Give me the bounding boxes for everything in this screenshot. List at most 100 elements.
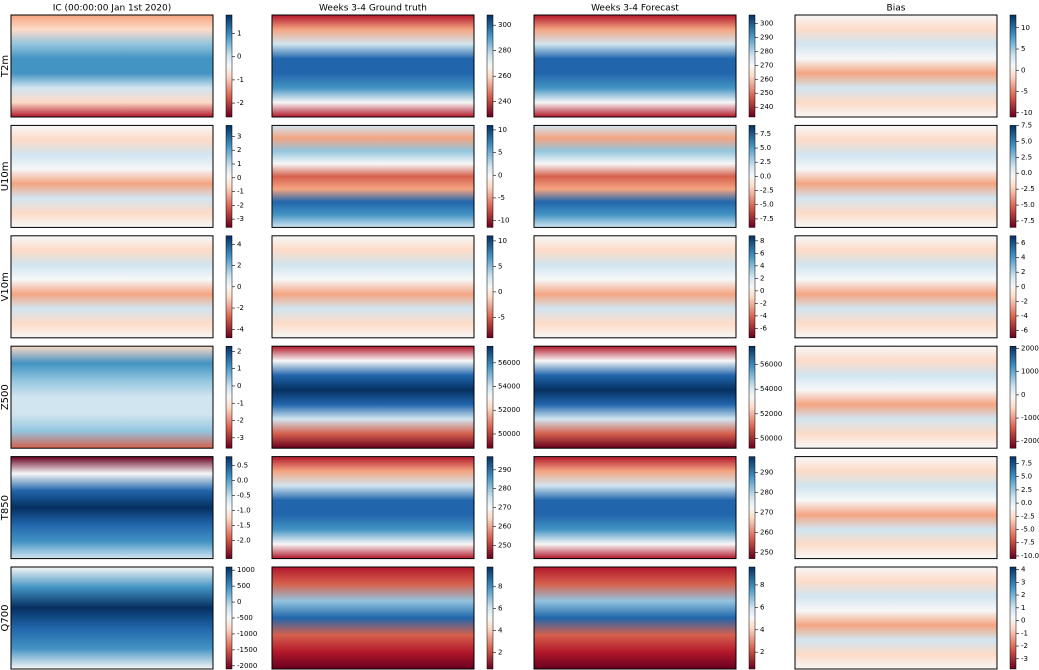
map-field [272,15,474,117]
colorbar-tick-label: -1500 [237,646,257,654]
colorbar-tick-label: -3 [1021,655,1028,663]
colorbar-tick-label: 2.5 [1021,153,1032,161]
colorbar-tick-label: 2 [1021,268,1025,276]
map-field [795,457,997,559]
colorbar-tick-label: 0 [237,382,241,390]
colorbar [1010,15,1016,117]
colorbar-tick-label: -4 [1021,312,1029,320]
colorbar-tick-label: 2 [760,274,764,282]
colorbar-tick-label: 300 [498,21,511,29]
map-field [11,236,213,338]
colorbar-tick-label: 4 [760,262,765,270]
colorbar-tick-label: 1000 [237,566,255,574]
row-label: Q700 [0,605,11,632]
colorbar [749,346,755,448]
map-field [534,346,736,448]
colorbar-tick-label: -1 [237,76,244,84]
page: IC (00:00:00 Jan 1st 2020)Weeks 3-4 Grou… [0,0,1039,670]
colorbar-tick-label: 500 [237,582,250,590]
colorbar-tick-label: 3 [237,132,241,140]
map-field [795,125,997,227]
colorbar-tick-label: 290 [498,466,511,474]
column-title: IC (00:00:00 Jan 1st 2020) [53,4,172,14]
colorbar [487,346,493,448]
colorbar-tick-label: 2 [237,146,241,154]
colorbar-tick-label: -2 [237,201,244,209]
colorbar-tick-label: 300 [760,19,773,27]
colorbar-tick-label: 5.0 [760,144,771,152]
colorbar-tick-label: 290 [760,33,773,41]
colorbar-tick-label: 2 [760,648,764,656]
colorbar [749,567,755,669]
colorbar [1010,346,1016,448]
colorbar-tick-label: 0 [760,287,764,295]
colorbar-tick-label: 250 [760,89,773,97]
colorbar [487,236,493,338]
colorbar [749,457,755,559]
map-field [11,15,213,117]
colorbar-tick-label: 7.5 [1021,121,1032,129]
colorbar [749,15,755,117]
colorbar-tick-label: 50000 [760,434,782,442]
colorbar-tick-label: -2 [237,99,244,107]
colorbar-tick-label: 2.5 [760,158,771,166]
colorbar-tick-label: 0 [1021,391,1025,399]
colorbar-tick-label: -5.0 [760,201,774,209]
colorbar-tick-label: 10 [1021,24,1030,32]
colorbar-tick-label: -2.5 [1021,512,1035,520]
map-field [11,567,213,669]
map-field [11,457,213,559]
colorbar-tick-label: -2 [760,299,767,307]
colorbar [1010,457,1016,559]
colorbar-tick-label: -7.5 [1021,217,1035,225]
colorbar-tick-label: -2 [237,304,244,312]
colorbar-tick-label: 290 [760,469,773,477]
colorbar-tick-label: 0.0 [1021,169,1032,177]
colorbar-tick-label: 0 [237,283,241,291]
map-field [534,15,736,117]
colorbar [487,457,493,559]
colorbar-tick-label: -2 [1021,642,1028,650]
map-field [795,15,997,117]
colorbar-tick-label: 4 [760,626,765,634]
colorbar [749,125,755,227]
colorbar-tick-label: 8 [498,583,502,591]
colorbar-tick-label: 52000 [498,406,520,414]
colorbar-tick-label: 3 [1021,578,1025,586]
row-label: U10m [0,162,11,192]
colorbar-tick-label: 240 [760,103,773,111]
colorbar-tick-label: -4 [760,312,768,320]
colorbar-tick-label: 7.5 [1021,459,1032,467]
colorbar-tick-label: 280 [498,47,511,55]
map-field [272,457,474,559]
colorbar-tick-label: 54000 [498,383,520,391]
colorbar-tick-label: 4 [1021,566,1026,574]
colorbar-tick-label: -2 [237,417,244,425]
map-field [534,236,736,338]
colorbar-tick-label: 0.0 [760,172,771,180]
colorbar-tick-label: -5.0 [1021,201,1035,209]
colorbar-tick-label: 0 [1021,617,1025,625]
colorbar-tick-label: 240 [498,98,511,106]
colorbar-tick-label: 260 [498,72,511,80]
colorbar-tick-label: 6 [1021,239,1026,247]
colorbar-tick-label: 5.0 [1021,473,1032,481]
colorbar-tick-label: 54000 [760,385,782,393]
colorbar-tick-label: -1000 [1021,414,1039,422]
colorbar [487,567,493,669]
colorbar-tick-label: 2 [237,347,241,355]
colorbar [226,346,232,448]
colorbar-tick-label: 280 [760,489,773,497]
map-field [534,457,736,559]
map-field [795,236,997,338]
colorbar-tick-label: 0.0 [1021,499,1032,507]
map-field [11,125,213,227]
colorbar-tick-label: 260 [498,522,511,530]
colorbar [487,125,493,227]
colorbar-tick-label: 52000 [760,410,782,418]
colorbar [226,125,232,227]
colorbar-tick-label: -3 [237,215,244,223]
colorbar-tick-label: 0 [237,53,241,61]
colorbar-tick-label: -0.5 [237,492,251,500]
colorbar-tick-label: 0 [237,598,241,606]
